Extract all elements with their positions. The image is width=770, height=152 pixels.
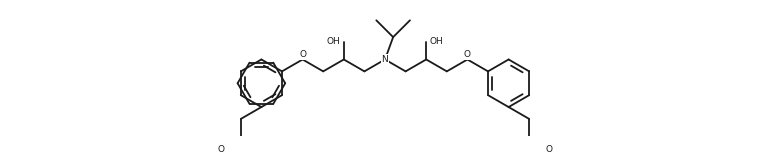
Text: OH: OH bbox=[326, 37, 340, 46]
Text: O: O bbox=[218, 145, 225, 152]
Text: OH: OH bbox=[430, 37, 444, 46]
Text: O: O bbox=[545, 145, 552, 152]
Text: O: O bbox=[464, 50, 471, 59]
Text: N: N bbox=[382, 55, 388, 64]
Text: O: O bbox=[299, 50, 306, 59]
